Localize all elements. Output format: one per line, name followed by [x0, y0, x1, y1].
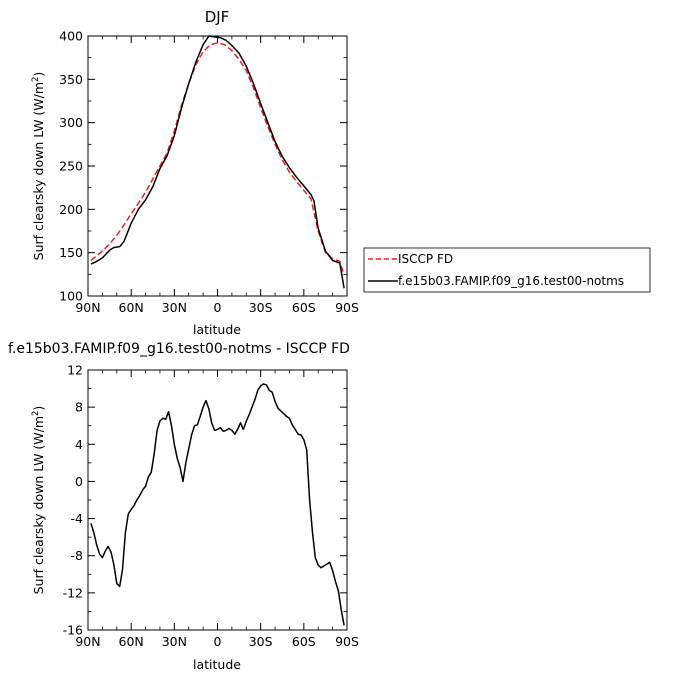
y-tick-label: 200 — [59, 202, 83, 217]
x-tick-label: 90N — [75, 300, 100, 315]
y-axis-label-tail: ) — [31, 406, 46, 411]
y-tick-label: -16 — [63, 623, 83, 638]
y-tick-label: -12 — [63, 585, 83, 600]
x-tick-label: 30S — [249, 634, 273, 649]
y-tick-label: -8 — [71, 548, 84, 563]
series-line-0 — [90, 383, 345, 626]
series-line-1 — [90, 35, 345, 289]
chart-difference-panel: f.e15b03.FAMIP.f09_g16.test00-notms - IS… — [8, 341, 359, 672]
y-axis-label-text: Surf clearsky down LW (W/m2) — [31, 406, 46, 595]
x-tick-label: 90N — [75, 634, 100, 649]
plot-area: 90N 60N 30N 0 30S 60S 90S -16 -12 -8 -4 0 4 8 12 — [63, 363, 359, 650]
plot-area: 90N 60N 30N 0 30S 60S 90S 100 150 200 250 300 350 400 — [59, 29, 359, 316]
y-axis-label-text: Surf clearsky down LW (W/m2) — [31, 72, 46, 261]
y-tick-label: 250 — [59, 159, 83, 174]
y-axis-label: Surf clearsky down LW (W/m2) — [31, 72, 46, 261]
x-tick-label: 90S — [335, 634, 359, 649]
legend-label-model: f.e15b03.FAMIP.f09_g16.test00-notms — [398, 274, 624, 288]
x-tick-label: 0 — [214, 634, 222, 649]
y-axis-label-main: Surf clearsky down LW (W/m — [31, 416, 46, 594]
x-tick-label: 90S — [335, 300, 359, 315]
y-tick-label: 4 — [75, 437, 83, 452]
series-line-0 — [90, 42, 345, 276]
legend-box — [363, 247, 651, 293]
y-tick-label: 0 — [75, 474, 83, 489]
x-axis-label: latitude — [193, 322, 241, 337]
y-axis-label-exponent: 2 — [31, 411, 41, 416]
plot-frame — [87, 35, 348, 297]
x-tick-label: 60S — [292, 300, 316, 315]
y-axis-label: Surf clearsky down LW (W/m2) — [31, 406, 46, 595]
chart-title: f.e15b03.FAMIP.f09_g16.test00-notms - IS… — [8, 341, 350, 357]
x-tick-label: 0 — [214, 300, 222, 315]
y-tick-label: 300 — [59, 115, 83, 130]
y-tick-label: -4 — [71, 511, 84, 526]
x-tick-label: 30S — [249, 300, 273, 315]
x-tick-label: 30N — [162, 634, 187, 649]
y-tick-label: 350 — [59, 72, 83, 87]
y-axis-label-tail: ) — [31, 72, 46, 77]
x-tick-label: 60S — [292, 634, 316, 649]
x-tick-label: 60N — [119, 634, 144, 649]
x-tick-label: 30N — [162, 300, 187, 315]
x-axis-label: latitude — [193, 657, 241, 672]
plot-frame — [87, 369, 348, 631]
y-tick-label: 12 — [67, 363, 83, 378]
y-tick-label: 400 — [59, 29, 83, 44]
y-tick-label: 100 — [59, 289, 83, 304]
chart-title: DJF — [205, 8, 230, 26]
y-axis-label-main: Surf clearsky down LW (W/m — [31, 82, 46, 260]
x-tick-label: 60N — [119, 300, 144, 315]
y-axis-label-exponent: 2 — [31, 77, 41, 82]
y-tick-label: 150 — [59, 245, 83, 260]
y-tick-label: 8 — [75, 400, 83, 415]
chart-djf-panel: DJF Surf clearsky down LW (W/m2) latitud… — [31, 8, 359, 337]
legend-label-isccp: ISCCP FD — [398, 252, 453, 266]
legend: ISCCP FD f.e15b03.FAMIP.f09_g16.test00-n… — [363, 247, 651, 293]
